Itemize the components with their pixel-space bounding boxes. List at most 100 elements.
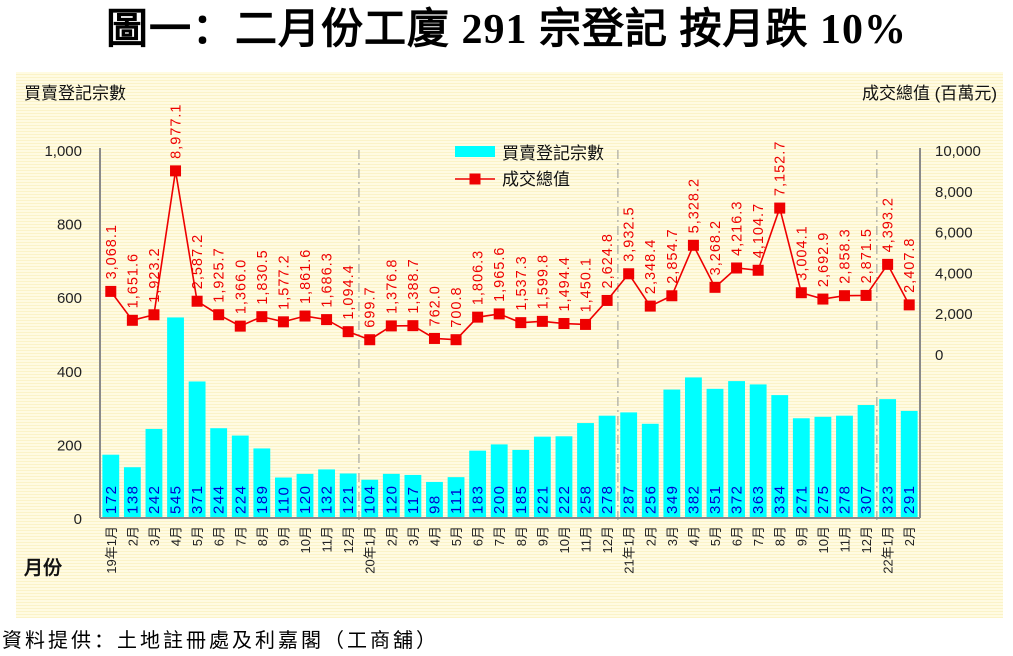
line-value-label: 3,268.2 xyxy=(708,220,724,275)
bar-value-label: 244 xyxy=(211,484,228,514)
x-tick-label: 11月 xyxy=(579,526,594,553)
line-value-label: 4,216.3 xyxy=(730,201,746,256)
line-marker xyxy=(321,314,333,326)
x-tick-label: 10月 xyxy=(557,526,572,553)
bar xyxy=(275,477,292,518)
bar-value-label: 271 xyxy=(793,484,810,514)
data-labels: 172 138 242 545 371 244 224 189 110 120 132 121 104 1… xyxy=(103,103,918,514)
left-tick-label: 400 xyxy=(57,364,82,381)
bar-value-label: 323 xyxy=(880,484,897,514)
x-tick-label: 11月 xyxy=(320,526,335,553)
right-tick-label: 2,000 xyxy=(935,306,973,323)
bar xyxy=(210,428,228,518)
line-marker xyxy=(407,320,419,332)
x-tick-label: 6月 xyxy=(471,526,486,546)
line-marker xyxy=(213,309,225,321)
line-value-label: 4,393.2 xyxy=(881,197,897,252)
x-tick-label: 7月 xyxy=(751,526,766,546)
line-marker xyxy=(623,268,635,280)
line-value-label: 1,376.8 xyxy=(384,259,400,314)
line-marker xyxy=(493,308,505,320)
line-marker xyxy=(277,316,289,328)
x-tick-label: 6月 xyxy=(730,526,745,546)
bar xyxy=(533,436,551,518)
x-tick-label: 2月 xyxy=(125,526,140,546)
bar-value-label: 120 xyxy=(383,484,400,514)
line-value-label: 1,965.6 xyxy=(492,247,508,302)
left-tick-label: 600 xyxy=(57,290,82,307)
bar-series xyxy=(102,317,918,518)
line-marker xyxy=(148,309,160,321)
bar xyxy=(706,388,724,518)
bar-value-label: 242 xyxy=(146,484,163,514)
line-marker xyxy=(450,334,462,346)
x-tick-label: 2月 xyxy=(902,526,917,546)
line-marker xyxy=(472,311,484,323)
bar xyxy=(296,473,314,518)
line-marker xyxy=(882,258,894,270)
bar xyxy=(361,479,379,518)
bar-value-label: 183 xyxy=(470,484,487,514)
bar-value-label: 200 xyxy=(491,484,508,514)
bar xyxy=(857,405,875,518)
line-value-label: 2,407.8 xyxy=(902,237,918,292)
right-axis-title: 成交總值 (百萬元) xyxy=(862,84,997,103)
line-value-label: 762.0 xyxy=(427,285,443,326)
line-value-label: 1,537.3 xyxy=(514,255,530,310)
left-tick-label: 0 xyxy=(74,511,82,528)
line-marker xyxy=(903,299,915,311)
x-axis-title: 月份 xyxy=(23,556,63,579)
axes: 0 200 400 600 800 1,000 0 2,000 4,000 6,000 8,000 1… xyxy=(23,84,997,579)
x-tick-label: 7月 xyxy=(233,526,248,546)
x-tick-label: 8月 xyxy=(255,526,270,546)
bar-value-label: 258 xyxy=(578,484,595,514)
source-note: 資料提供：土地註冊處及利嘉閣（工商舖） xyxy=(2,628,439,652)
bar-value-label: 224 xyxy=(232,484,249,514)
x-tick-label: 4月 xyxy=(686,526,701,546)
line-marker xyxy=(709,281,721,293)
right-tick-label: 8,000 xyxy=(935,184,973,201)
line-value-label: 1,830.5 xyxy=(255,249,271,304)
line-value-label: 1,686.3 xyxy=(320,252,336,307)
line-value-label: 1,861.6 xyxy=(298,249,314,304)
x-tick-label: 21年1月 xyxy=(622,526,637,574)
line-value-label: 2,871.5 xyxy=(859,228,875,283)
bar xyxy=(879,399,897,518)
line-marker xyxy=(428,332,440,344)
bar xyxy=(900,410,918,518)
line-marker xyxy=(860,289,872,301)
bar xyxy=(102,454,120,518)
line-value-label: 3,068.1 xyxy=(104,224,120,279)
bar-value-label: 363 xyxy=(750,484,767,514)
bar xyxy=(404,474,422,518)
bar-value-label: 98 xyxy=(426,494,443,514)
x-tick-label: 19年1月 xyxy=(104,526,119,574)
legend-line-marker xyxy=(469,173,481,185)
bar-value-label: 185 xyxy=(513,484,530,514)
bar-value-label: 138 xyxy=(124,484,141,514)
bar xyxy=(685,377,702,518)
bar-value-label: 121 xyxy=(340,484,357,514)
x-tick-label: 3月 xyxy=(406,526,421,546)
bar xyxy=(145,428,163,518)
bar-value-label: 371 xyxy=(189,484,206,514)
x-tick-label: 9月 xyxy=(535,526,550,546)
line-value-label: 1,094.4 xyxy=(341,264,357,319)
legend-line-label: 成交總值 xyxy=(502,170,570,189)
line-marker xyxy=(105,285,117,297)
x-tick-label: 4月 xyxy=(427,526,442,546)
bar-value-label: 111 xyxy=(448,487,465,514)
x-tick-label: 8月 xyxy=(773,526,788,546)
line-marker xyxy=(126,314,138,326)
bar-value-label: 104 xyxy=(362,484,379,514)
line-value-label: 1,925.7 xyxy=(212,247,228,302)
line-value-label: 3,004.1 xyxy=(794,225,810,280)
bar-value-label: 278 xyxy=(836,484,853,514)
bar-value-label: 110 xyxy=(275,486,292,514)
line-marker xyxy=(644,300,656,312)
bar xyxy=(167,317,184,518)
line-series xyxy=(105,165,915,346)
line-value-label: 8,977.1 xyxy=(169,103,185,158)
bar xyxy=(814,416,832,518)
line-marker xyxy=(299,310,311,322)
